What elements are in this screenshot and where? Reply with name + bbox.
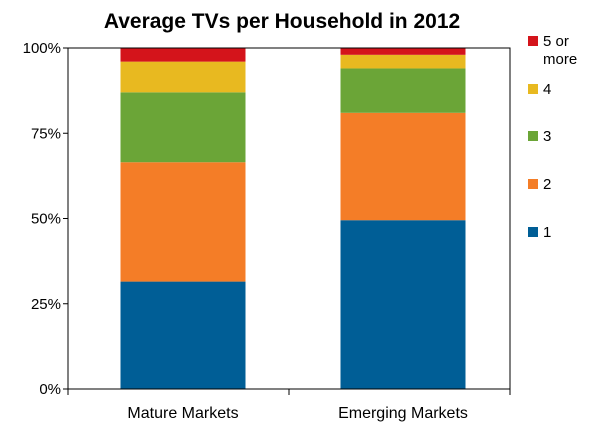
bar-segment bbox=[340, 112, 466, 221]
bar-segment bbox=[340, 48, 466, 55]
y-tick-label: 0% bbox=[39, 381, 61, 398]
bar-segment bbox=[120, 48, 246, 62]
legend-label: 3 bbox=[543, 128, 551, 145]
legend-label: 1 bbox=[543, 224, 551, 241]
bar-segment bbox=[340, 68, 466, 113]
bar-segment bbox=[120, 281, 246, 389]
legend-swatch bbox=[528, 36, 538, 46]
x-category-label: Mature Markets bbox=[127, 405, 238, 422]
bar-segment bbox=[340, 220, 466, 389]
y-tick-label: 100% bbox=[23, 40, 61, 57]
x-category-label: Emerging Markets bbox=[338, 405, 468, 422]
bar-segment bbox=[120, 162, 246, 282]
plot-frame bbox=[67, 47, 511, 390]
bar-segment bbox=[340, 54, 466, 69]
bar-segment bbox=[120, 92, 246, 163]
legend: 5 or more 4 3 2 1 bbox=[528, 33, 577, 241]
legend-swatch bbox=[528, 84, 538, 94]
legend-swatch bbox=[528, 227, 538, 237]
y-axis-ticks: 0% 25% 50% 75% 100% bbox=[23, 40, 68, 398]
legend-label: 2 bbox=[543, 176, 551, 193]
legend-label: 5 or more bbox=[543, 33, 577, 68]
legend-label: 4 bbox=[543, 81, 551, 98]
bar-segment bbox=[120, 61, 246, 93]
legend-swatch bbox=[528, 131, 538, 141]
bars bbox=[67, 48, 511, 395]
chart-title: Average TVs per Household in 2012 bbox=[104, 10, 460, 33]
legend-swatch bbox=[528, 179, 538, 189]
y-tick-label: 50% bbox=[31, 211, 61, 228]
y-tick-label: 25% bbox=[31, 296, 61, 313]
y-tick-label: 75% bbox=[31, 125, 61, 142]
x-axis-labels: Mature Markets Emerging Markets bbox=[127, 405, 467, 422]
